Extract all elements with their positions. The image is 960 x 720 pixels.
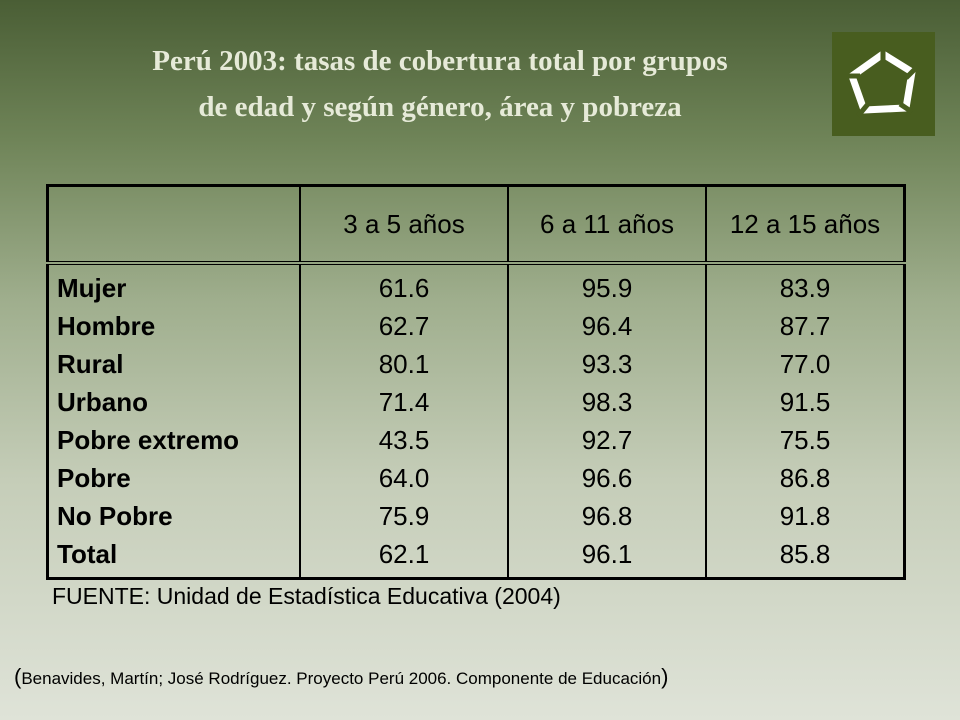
table-cell: 96.6 xyxy=(507,459,706,497)
citation: (Benavides, Martín; José Rodríguez. Proy… xyxy=(14,664,668,690)
row-label: Urbano xyxy=(57,386,148,417)
table-cell: 96.8 xyxy=(507,497,706,535)
table-cell: 95.9 xyxy=(507,263,706,307)
table-row: Pobre extremo 43.5 92.7 75.5 xyxy=(48,421,905,459)
header-cell-3-5: 3 a 5 años xyxy=(299,185,508,265)
table-cell: 91.8 xyxy=(705,497,905,535)
table-cell: 98.3 xyxy=(507,383,706,421)
table-cell: 80.1 xyxy=(299,345,508,383)
table-row: Urbano 71.4 98.3 91.5 xyxy=(48,383,905,421)
pentagon-logo-icon xyxy=(832,32,935,136)
row-label: Pobre xyxy=(57,462,131,493)
row-label: No Pobre xyxy=(57,500,173,531)
row-label: Pobre extremo xyxy=(57,424,240,455)
table-cell: 62.7 xyxy=(299,307,508,345)
table-cell: 87.7 xyxy=(705,307,905,345)
citation-open-paren: ( xyxy=(14,664,22,689)
table-cell: 83.9 xyxy=(705,263,905,307)
table-cell: 62.1 xyxy=(299,535,508,579)
coverage-table: 3 a 5 años 6 a 11 años 12 a 15 años Muje… xyxy=(46,184,906,580)
table-row: Hombre 62.7 96.4 87.7 xyxy=(48,307,905,345)
table-row: No Pobre 75.9 96.8 91.8 xyxy=(48,497,905,535)
table-cell: 96.4 xyxy=(507,307,706,345)
table-row: Pobre 64.0 96.6 86.8 xyxy=(48,459,905,497)
header-cell-12-15: 12 a 15 años xyxy=(705,185,905,265)
header-cell-6-11: 6 a 11 años xyxy=(507,185,706,265)
table-row: Total 62.1 96.1 85.8 xyxy=(48,535,905,579)
table-cell: 43.5 xyxy=(299,421,508,459)
table-cell: 77.0 xyxy=(705,345,905,383)
table-cell: 91.5 xyxy=(705,383,905,421)
table-cell: 93.3 xyxy=(507,345,706,383)
source-note: FUENTE: Unidad de Estadística Educativa … xyxy=(52,583,561,609)
table-cell: 86.8 xyxy=(705,459,905,497)
table-cell: 92.7 xyxy=(507,421,706,459)
row-label: Mujer xyxy=(57,272,127,303)
header-cell-empty xyxy=(47,185,300,265)
row-label: Hombre xyxy=(57,310,156,341)
row-label: Rural xyxy=(57,348,124,379)
table-cell: 85.8 xyxy=(705,535,905,579)
table-row: Rural 80.1 93.3 77.0 xyxy=(48,345,905,383)
citation-close-paren: ) xyxy=(661,664,669,689)
title-line-1: Perú 2003: tasas de cobertura total por … xyxy=(152,45,728,77)
table-cell: 61.6 xyxy=(299,263,508,307)
title-line-2: de edad y según género, área y pobreza xyxy=(198,91,682,123)
table-cell: 75.5 xyxy=(705,421,905,459)
table-cell: 75.9 xyxy=(299,497,508,535)
row-label: Total xyxy=(57,538,118,569)
table-header-row: 3 a 5 años 6 a 11 años 12 a 15 años xyxy=(47,185,905,265)
citation-text: Benavides, Martín; José Rodríguez. Proye… xyxy=(21,669,662,688)
slide-title: Perú 2003: tasas de cobertura total por … xyxy=(40,38,840,130)
table-cell: 64.0 xyxy=(299,459,508,497)
table-row: Mujer 61.6 95.9 83.9 xyxy=(48,263,905,307)
table-cell: 71.4 xyxy=(299,383,508,421)
table-cell: 96.1 xyxy=(507,535,706,579)
